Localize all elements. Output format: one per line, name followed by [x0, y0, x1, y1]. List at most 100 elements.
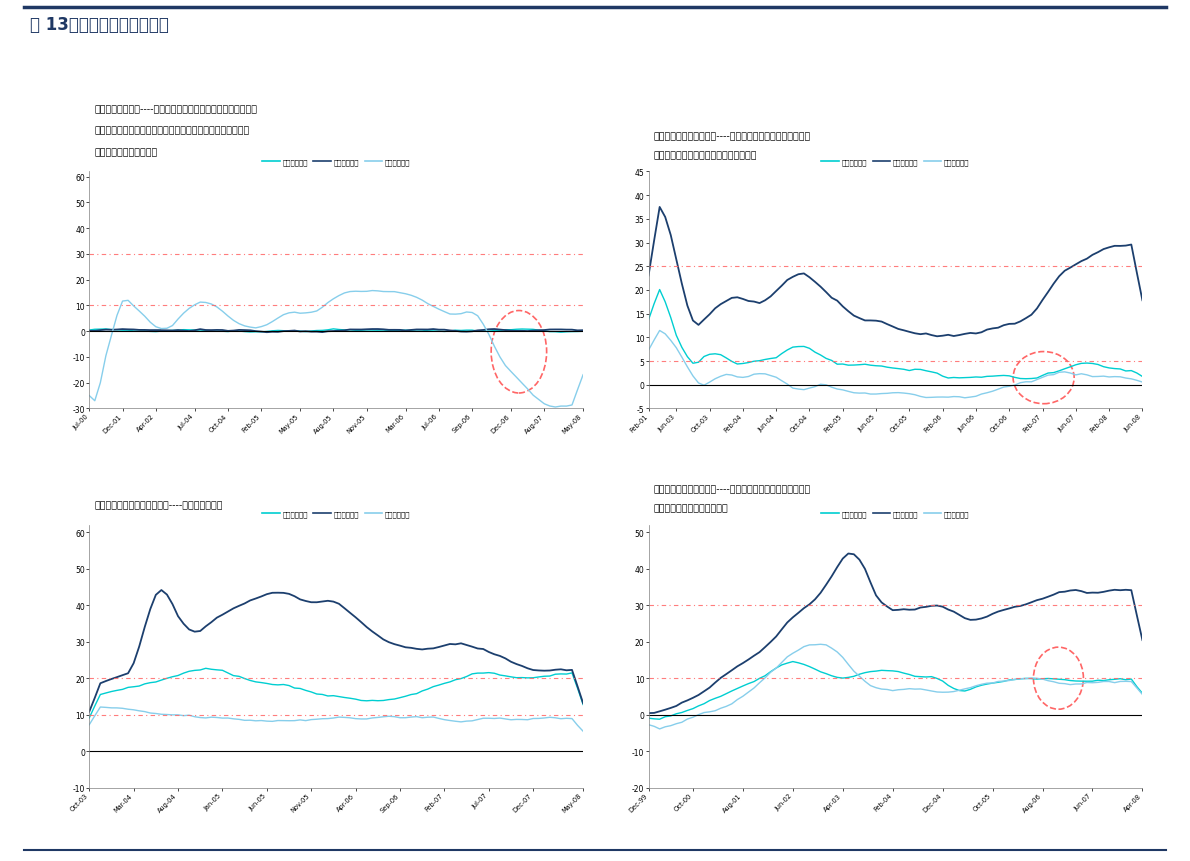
- 行业收入增速: [1119, 585, 1133, 595]
- 行业收入增速: [1069, 585, 1083, 596]
- 行业收入增速: [996, 320, 1010, 331]
- 企业数目增速: [82, 325, 96, 336]
- 企业数目增速: [1075, 359, 1089, 369]
- 从业人数增速: [797, 641, 812, 652]
- 企业数目增速: [576, 326, 590, 337]
- 行业收入增速: [155, 585, 169, 596]
- Line: 行业收入增速: 行业收入增速: [649, 208, 1142, 337]
- 从业人数增速: [93, 702, 107, 712]
- 行业收入增速: [82, 707, 96, 717]
- 企业数目增速: [652, 715, 666, 725]
- 企业数目增速: [1125, 366, 1139, 376]
- 从业人数增速: [549, 402, 563, 412]
- Line: 从业人数增速: 从业人数增速: [649, 645, 1142, 729]
- 行业收入增速: [1063, 263, 1077, 274]
- 从业人数增速: [1063, 679, 1077, 690]
- 企业数目增速: [785, 657, 800, 667]
- 从业人数增速: [1125, 375, 1139, 385]
- 企业数目增速: [652, 285, 666, 295]
- 企业数目增速: [1125, 674, 1139, 684]
- Legend: 企业数目增速, 行业收入增速, 从业人数增速: 企业数目增速, 行业收入增速, 从业人数增速: [819, 157, 972, 169]
- 企业数目增速: [1135, 688, 1150, 698]
- 企业数目增速: [802, 661, 816, 672]
- 企业数目增速: [1019, 375, 1033, 385]
- 行业收入增速: [576, 325, 590, 336]
- 行业收入增速: [503, 326, 518, 337]
- Line: 企业数目增速: 企业数目增速: [89, 330, 583, 333]
- 企业数目增速: [559, 669, 574, 679]
- 行业收入增速: [1135, 295, 1150, 306]
- 行业收入增速: [929, 331, 944, 342]
- Legend: 企业数目增速, 行业收入增速, 从业人数增速: 企业数目增速, 行业收入增速, 从业人数增速: [259, 508, 413, 520]
- 企业数目增速: [797, 342, 812, 352]
- 企业数目增速: [232, 326, 246, 337]
- 从业人数增速: [1125, 677, 1139, 687]
- 行业收入增速: [791, 608, 806, 618]
- 企业数目增速: [714, 350, 728, 361]
- 从业人数增速: [996, 382, 1010, 393]
- 从业人数增速: [652, 326, 666, 337]
- 从业人数增速: [652, 724, 666, 734]
- 行业收入增速: [991, 607, 1006, 617]
- Legend: 企业数目增速, 行业收入增速, 从业人数增速: 企业数目增速, 行业收入增速, 从业人数增速: [819, 508, 972, 520]
- 企业数目增速: [509, 325, 524, 335]
- 从业人数增速: [641, 345, 656, 356]
- 从业人数增速: [432, 305, 446, 315]
- 从业人数增速: [509, 715, 524, 725]
- Text: 图：其他调味品，发酵品制造----行业处于成长期: 图：其他调味品，发酵品制造----行业处于成长期: [94, 501, 223, 510]
- 企业数目增速: [509, 672, 524, 683]
- 从业人数增速: [1135, 377, 1150, 387]
- Line: 从业人数增速: 从业人数增速: [89, 291, 583, 407]
- 行业收入增速: [432, 325, 446, 336]
- 行业收入增速: [1075, 257, 1089, 267]
- Line: 企业数目增速: 企业数目增速: [649, 290, 1142, 380]
- 从业人数增速: [714, 703, 728, 714]
- 企业数目增速: [991, 371, 1006, 381]
- 从业人数增速: [432, 714, 446, 724]
- 企业数目增速: [714, 691, 728, 702]
- 行业收入增速: [232, 325, 246, 336]
- Line: 从业人数增速: 从业人数增速: [649, 331, 1142, 399]
- 企业数目增速: [326, 325, 340, 335]
- 从业人数增速: [238, 715, 252, 726]
- 行业收入增速: [565, 325, 580, 336]
- 行业收入增速: [576, 698, 590, 709]
- Text: 下降显示技术升级的趋势: 下降显示技术升级的趋势: [94, 148, 157, 158]
- 从业人数增速: [82, 720, 96, 730]
- 行业收入增速: [652, 202, 666, 213]
- 企业数目增速: [1135, 372, 1150, 382]
- 从业人数增速: [1075, 679, 1089, 690]
- Line: 行业收入增速: 行业收入增速: [649, 554, 1142, 713]
- 行业收入增速: [1058, 587, 1072, 598]
- 企业数目增速: [1063, 362, 1077, 373]
- 从业人数增速: [1063, 369, 1077, 379]
- 从业人数增速: [797, 385, 812, 395]
- 企业数目增速: [149, 677, 163, 687]
- Text: 图：速冻食品行业----行业依然快速成长；企业数目增速放缓显: 图：速冻食品行业----行业依然快速成长；企业数目增速放缓显: [94, 105, 257, 114]
- 行业收入增速: [149, 590, 163, 600]
- 企业数目增速: [499, 671, 513, 681]
- 企业数目增速: [149, 327, 163, 338]
- 行业收入增速: [149, 325, 163, 336]
- 从业人数增速: [509, 373, 524, 383]
- 从业人数增速: [565, 400, 580, 411]
- 企业数目增速: [996, 677, 1010, 687]
- 企业数目增速: [1063, 676, 1077, 686]
- Line: 从业人数增速: 从业人数增速: [89, 707, 583, 731]
- Line: 行业收入增速: 行业收入增速: [89, 330, 583, 333]
- 行业收入增速: [641, 271, 656, 282]
- 行业收入增速: [841, 548, 856, 559]
- 企业数目增速: [432, 680, 446, 691]
- 从业人数增速: [958, 393, 972, 404]
- 企业数目增速: [553, 328, 568, 338]
- 从业人数增速: [576, 370, 590, 381]
- 从业人数增速: [365, 286, 380, 296]
- 企业数目增速: [82, 713, 96, 723]
- Text: 图：液体乳和乳制品制造----企业增速缓慢显示业内整合行为: 图：液体乳和乳制品制造----企业增速缓慢显示业内整合行为: [653, 132, 810, 140]
- Text: 图 13：子行业生命周期判断: 图 13：子行业生命周期判断: [30, 16, 169, 34]
- 行业收入增速: [82, 326, 96, 337]
- 企业数目增速: [641, 713, 656, 723]
- Text: 的增速错位显示生产线的引进: 的增速错位显示生产线的引进: [653, 504, 728, 512]
- 行业收入增速: [515, 326, 530, 337]
- 行业收入增速: [259, 328, 274, 338]
